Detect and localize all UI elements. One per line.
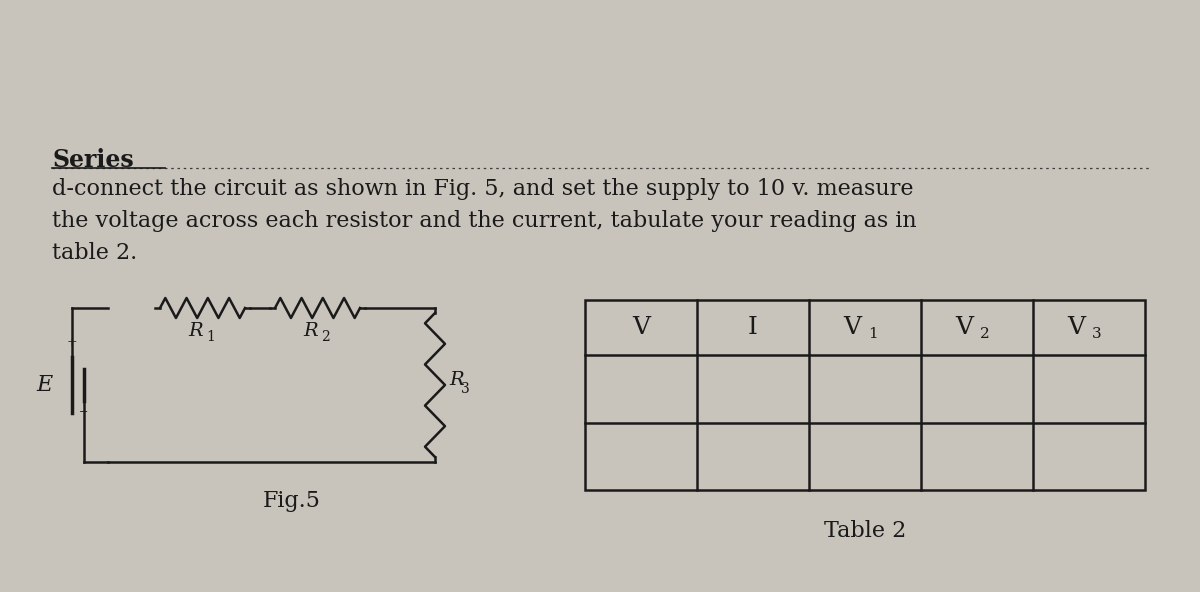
Text: R: R	[302, 322, 318, 340]
Text: V: V	[955, 316, 973, 339]
Text: V: V	[1067, 316, 1085, 339]
Text: table 2.: table 2.	[52, 242, 137, 264]
Text: d-connect the circuit as shown in Fig. 5, and set the supply to 10 v. measure: d-connect the circuit as shown in Fig. 5…	[52, 178, 913, 200]
Text: V: V	[632, 316, 650, 339]
Text: R: R	[188, 322, 203, 340]
Text: Series: Series	[52, 148, 133, 172]
Text: Fig.5: Fig.5	[263, 490, 320, 512]
Text: 3: 3	[461, 382, 469, 396]
Text: −: −	[79, 407, 89, 417]
Bar	[586, 300, 1145, 490]
Text: Table 2: Table 2	[824, 520, 906, 542]
Text: 3: 3	[1092, 327, 1102, 342]
Text: E: E	[36, 374, 52, 396]
Text: 1: 1	[206, 330, 215, 344]
Text: R: R	[449, 371, 463, 389]
Text: 1: 1	[868, 327, 877, 342]
Text: I: I	[748, 316, 758, 339]
Text: 2: 2	[322, 330, 330, 344]
Text: V: V	[842, 316, 862, 339]
Text: +: +	[67, 336, 77, 349]
Text: 2: 2	[980, 327, 990, 342]
Text: the voltage across each resistor and the current, tabulate your reading as in: the voltage across each resistor and the…	[52, 210, 917, 232]
